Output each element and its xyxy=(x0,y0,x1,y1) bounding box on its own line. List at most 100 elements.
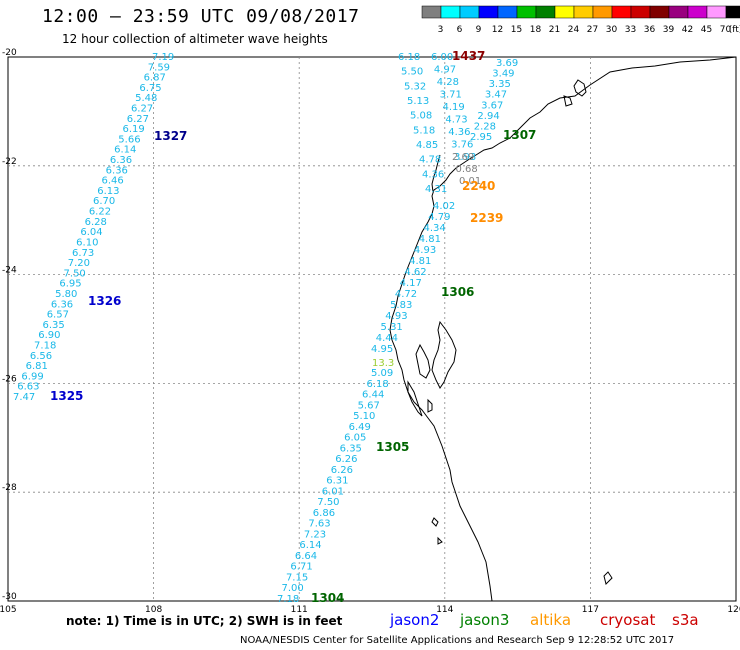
wave-height-value: 4.17 xyxy=(400,278,422,289)
wave-height-value: 6.22 xyxy=(89,207,111,218)
wave-height-value: 7.00 xyxy=(281,583,303,594)
wave-height-value: 5.08 xyxy=(410,111,432,122)
wave-height-value: 6.44 xyxy=(362,390,384,401)
wave-height-value: 7.18 xyxy=(34,340,56,351)
lat-tick-label: -22 xyxy=(2,157,17,167)
wave-height-value: 0.01 xyxy=(459,176,481,187)
wave-height-value: 3.35 xyxy=(489,79,511,90)
wave-height-value: 6.46 xyxy=(101,176,123,187)
wave-height-value: 6.81 xyxy=(26,361,48,372)
colorbar-label: 45 xyxy=(701,25,712,35)
wave-height-value: 6.90 xyxy=(38,330,60,341)
wave-height-value: 4.93 xyxy=(385,311,407,322)
wave-height-value: 4.31 xyxy=(425,184,447,195)
wave-height-value: 4.95 xyxy=(371,344,393,355)
colorbar-swatch xyxy=(725,5,740,19)
wave-height-value: 6.35 xyxy=(42,320,64,331)
wave-height-value: 6.95 xyxy=(59,279,81,290)
wave-height-value: 6.71 xyxy=(290,562,312,573)
colorbar-label: 27 xyxy=(587,25,598,35)
colorbar-label: 70 xyxy=(720,25,732,35)
coastline xyxy=(389,56,737,602)
wave-height-value: 7.15 xyxy=(286,572,308,583)
wave-height-value: 7.63 xyxy=(308,519,330,530)
wave-height-value: 6.14 xyxy=(299,540,321,551)
wave-height-value: 5.80 xyxy=(55,289,77,300)
wave-height-value: 2.95 xyxy=(470,132,492,143)
colorbar-swatch xyxy=(440,5,461,19)
wave-height-value: 3.47 xyxy=(485,90,507,101)
lat-tick-label: -30 xyxy=(2,592,17,602)
colorbar-label: 24 xyxy=(568,25,580,35)
satellite-altika: altika xyxy=(530,611,571,629)
wave-height-value: 6.57 xyxy=(47,310,69,321)
wave-height-value: 5.50 xyxy=(401,67,423,78)
page-title: 12:00 – 23:59 UTC 09/08/2017 xyxy=(42,6,360,27)
wave-height-value: 6.14 xyxy=(114,145,136,156)
wave-height-value: 6.27 xyxy=(131,104,153,115)
wave-height-value: 4.97 xyxy=(434,65,456,76)
colorbar-label: 36 xyxy=(644,25,656,35)
satellite-cryosat: cryosat xyxy=(600,611,655,629)
wave-height-value: 6.49 xyxy=(349,422,371,433)
wave-height-value: 13.3 xyxy=(372,358,394,369)
wave-height-value: 6.27 xyxy=(127,114,149,125)
lat-tick-label: -26 xyxy=(2,374,17,384)
wave-height-value: 7.18 xyxy=(277,594,299,605)
wave-height-value: 6.18 xyxy=(398,52,420,63)
colorbar-swatch xyxy=(459,5,480,19)
wave-height-value: 4.19 xyxy=(443,102,465,113)
latitude-labels: -20 -22 -24 -26 -28 -30 xyxy=(2,48,17,602)
lat-lon-grid xyxy=(8,57,736,601)
wave-height-value: 6.35 xyxy=(340,443,362,454)
wave-height-value: 6.18 xyxy=(367,379,389,390)
note-text: note: 1) Time is in UTC; 2) SWH is in fe… xyxy=(66,614,343,628)
wave-height-value: 5.66 xyxy=(118,134,140,145)
colorbar-swatch xyxy=(516,5,537,19)
wave-height-value: 4.73 xyxy=(445,115,467,126)
page-subtitle: 12 hour collection of altimeter wave hei… xyxy=(62,32,328,46)
wave-height-value: 0.68 xyxy=(456,164,478,175)
wave-height-value: 5.31 xyxy=(381,322,403,333)
wave-height-value: 6.04 xyxy=(80,227,102,238)
wave-height-value: 6.99 xyxy=(21,371,43,382)
wave-height-value: 4.36 xyxy=(448,127,470,138)
wave-height-value: 3.69 xyxy=(496,58,518,69)
wave-height-value: 6.26 xyxy=(335,454,357,465)
wave-height-value: 7.20 xyxy=(68,258,90,269)
colorbar-swatch xyxy=(573,5,594,19)
longitude-labels: 105 108 111 114 117 120 xyxy=(0,605,740,615)
lon-tick-label: 105 xyxy=(0,605,17,615)
wave-height-value: 6.13 xyxy=(97,186,119,197)
wave-height-value: 7.23 xyxy=(304,529,326,540)
wave-height-value: 3.76 xyxy=(451,140,473,151)
colorbar-swatch xyxy=(478,5,499,19)
pass-id-1305: 1305 xyxy=(376,440,409,454)
wave-height-value: 6.10 xyxy=(76,237,98,248)
pass-id-1326: 1326 xyxy=(88,294,121,308)
colorbar-swatch xyxy=(535,5,556,19)
colorbar-swatch xyxy=(592,5,613,19)
wave-height-value: 5.18 xyxy=(413,125,435,136)
wave-height-value: 4.36 xyxy=(422,169,444,180)
colorbar-label: 18 xyxy=(530,25,542,35)
wave-height-value: 6.31 xyxy=(326,476,348,487)
wave-height-value: 7.50 xyxy=(64,268,86,279)
wave-height-value: 6.70 xyxy=(93,196,115,207)
wave-height-value: 6.63 xyxy=(17,382,39,393)
wave-height-value: 6.05 xyxy=(344,433,366,444)
wave-height-value: 4.81 xyxy=(409,256,431,267)
wave-height-value: 2.69 xyxy=(452,152,474,163)
colorbar-label: (ft) xyxy=(729,25,740,35)
colorbar-swatch xyxy=(611,5,632,19)
wave-height-value: 6.87 xyxy=(144,73,166,84)
pass-labels: 1327 1326 1325 1437 1307 2240 2239 1306 1305 1304 xyxy=(50,49,536,605)
colorbar-swatch xyxy=(706,5,727,19)
wave-height-value: 3.49 xyxy=(492,69,514,80)
colorbar-label: 3 xyxy=(438,25,444,35)
colorbar-label: 42 xyxy=(682,25,693,35)
colorbar-swatch xyxy=(497,5,518,19)
pass-id-1307: 1307 xyxy=(503,128,536,142)
footer-text: NOAA/NESDIS Center for Satellite Applica… xyxy=(240,635,674,646)
